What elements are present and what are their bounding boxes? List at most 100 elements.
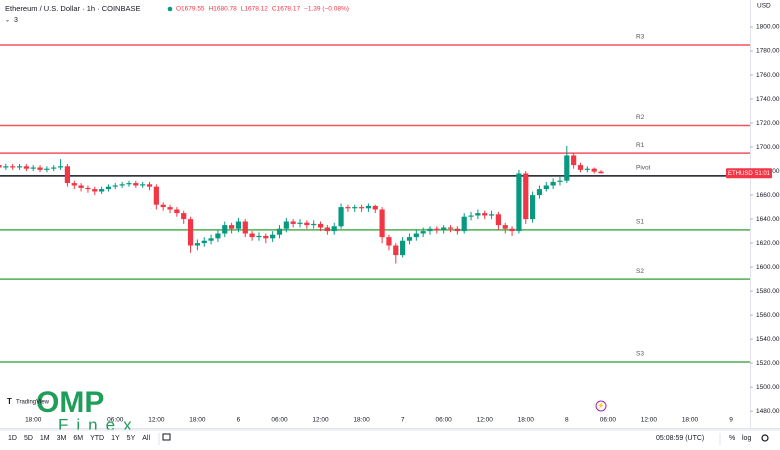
pivot-level-label: Pivot	[636, 165, 651, 172]
candle-body	[167, 207, 173, 210]
indicator-count[interactable]: 3	[14, 17, 18, 24]
candle-body	[454, 228, 460, 232]
watermark-main: OMP	[36, 386, 104, 419]
ohlc-value: H1680.78	[209, 6, 238, 13]
tradingview-logo: T	[7, 397, 12, 406]
candle-body	[324, 227, 330, 232]
x-tick-label: 6	[237, 417, 241, 424]
x-tick-label: 06:00	[436, 417, 453, 424]
y-tick-label: 1780.00	[756, 48, 780, 55]
range-button[interactable]: 1M	[40, 435, 50, 442]
candle-body	[194, 243, 200, 246]
x-tick-label: 18:00	[353, 417, 370, 424]
candle-body	[290, 221, 296, 224]
x-tick-label: 06:00	[271, 417, 288, 424]
candle-body	[10, 166, 16, 168]
event-marker[interactable]	[595, 400, 607, 412]
candle-body	[584, 168, 590, 170]
candle-body	[488, 214, 495, 216]
y-tick-label: 1800.00	[756, 24, 780, 31]
y-tick-label: 1600.00	[756, 264, 780, 271]
range-button[interactable]: 1D	[8, 435, 17, 442]
tradingview-label: TradingView	[16, 400, 50, 406]
currency-label: USD	[757, 3, 771, 10]
candle-body	[420, 231, 426, 234]
candle-body	[434, 228, 440, 230]
candle-body	[235, 221, 242, 229]
x-tick-label: 18:00	[25, 417, 42, 424]
indicator-toggle[interactable]: ⌄	[5, 18, 10, 24]
candle-body	[37, 167, 43, 170]
range-button[interactable]: 5D	[24, 435, 33, 442]
candle-body	[495, 214, 502, 226]
candle-body	[208, 238, 214, 241]
x-tick-label: 12:00	[312, 417, 329, 424]
range-button[interactable]: 6M	[73, 435, 83, 442]
x-tick-label: 8	[565, 417, 569, 424]
ohlc-value: O1679.55	[176, 6, 205, 13]
pivot-level-label: S3	[636, 351, 644, 358]
percent-toggle[interactable]: %	[729, 435, 735, 442]
candle-body	[379, 209, 385, 238]
candle-body	[509, 228, 515, 232]
date-range-icon[interactable]	[162, 433, 171, 441]
candle-body	[536, 189, 543, 196]
range-button[interactable]: YTD	[90, 435, 104, 442]
y-tick-label: 1740.00	[756, 96, 780, 103]
x-tick-label: 12:00	[477, 417, 494, 424]
candle-body	[119, 184, 125, 186]
candle-body	[78, 185, 84, 188]
y-tick-label: 1700.00	[756, 144, 780, 151]
y-tick-label: 1500.00	[756, 384, 780, 391]
candle-body	[530, 195, 536, 220]
pivot-level-label: R2	[636, 114, 645, 121]
candle-body	[187, 219, 194, 246]
settings-icon[interactable]	[761, 434, 769, 442]
candle-body	[523, 173, 529, 220]
candle-body	[577, 165, 584, 170]
price-tag-symbol: ETHUSD	[728, 171, 753, 177]
candle-body	[256, 235, 262, 238]
log-toggle[interactable]: log	[742, 435, 751, 442]
candle-body	[516, 173, 522, 232]
watermark-sub: Finex	[58, 415, 140, 434]
x-tick-label: 7	[401, 417, 405, 424]
chart-title: Ethereum / U.S. Dollar · 1h · COINBASE	[5, 4, 140, 13]
candle-body	[591, 168, 597, 172]
candle-body	[304, 222, 310, 226]
ohlc-value: C1678.17	[272, 6, 301, 13]
y-tick-label: 1540.00	[756, 336, 780, 343]
candle-body	[270, 234, 276, 239]
y-tick-label: 1620.00	[756, 240, 780, 247]
candle-body	[543, 185, 549, 190]
candle-body	[400, 240, 406, 256]
candle-body	[99, 189, 105, 192]
status-dot	[167, 6, 173, 12]
range-button[interactable]: 5Y	[127, 435, 136, 442]
candle-body	[228, 225, 235, 229]
candle-body	[181, 213, 187, 220]
candle-body	[331, 226, 337, 232]
candle-body	[502, 225, 508, 229]
candle-body	[71, 183, 77, 186]
candle-body	[16, 166, 23, 168]
range-button[interactable]: All	[142, 435, 150, 442]
x-tick-label: 12:00	[641, 417, 658, 424]
candle-body	[358, 207, 365, 209]
pivot-level-label: R3	[636, 34, 645, 41]
candle-body	[126, 183, 132, 185]
candle-body	[0, 165, 2, 168]
candle-body	[461, 216, 467, 232]
candle-body	[413, 233, 419, 238]
ohlc-value: −1.39 (−0.08%)	[304, 6, 349, 13]
candle-body	[160, 204, 166, 208]
candle-body	[44, 168, 50, 170]
x-tick-label: 12:00	[148, 417, 165, 424]
candle-body	[564, 155, 570, 181]
range-button[interactable]: 3M	[57, 435, 67, 442]
range-button[interactable]: 1Y	[111, 435, 120, 442]
candle-body	[263, 235, 269, 239]
candle-body	[153, 186, 159, 205]
x-tick-label: 06:00	[107, 417, 124, 424]
